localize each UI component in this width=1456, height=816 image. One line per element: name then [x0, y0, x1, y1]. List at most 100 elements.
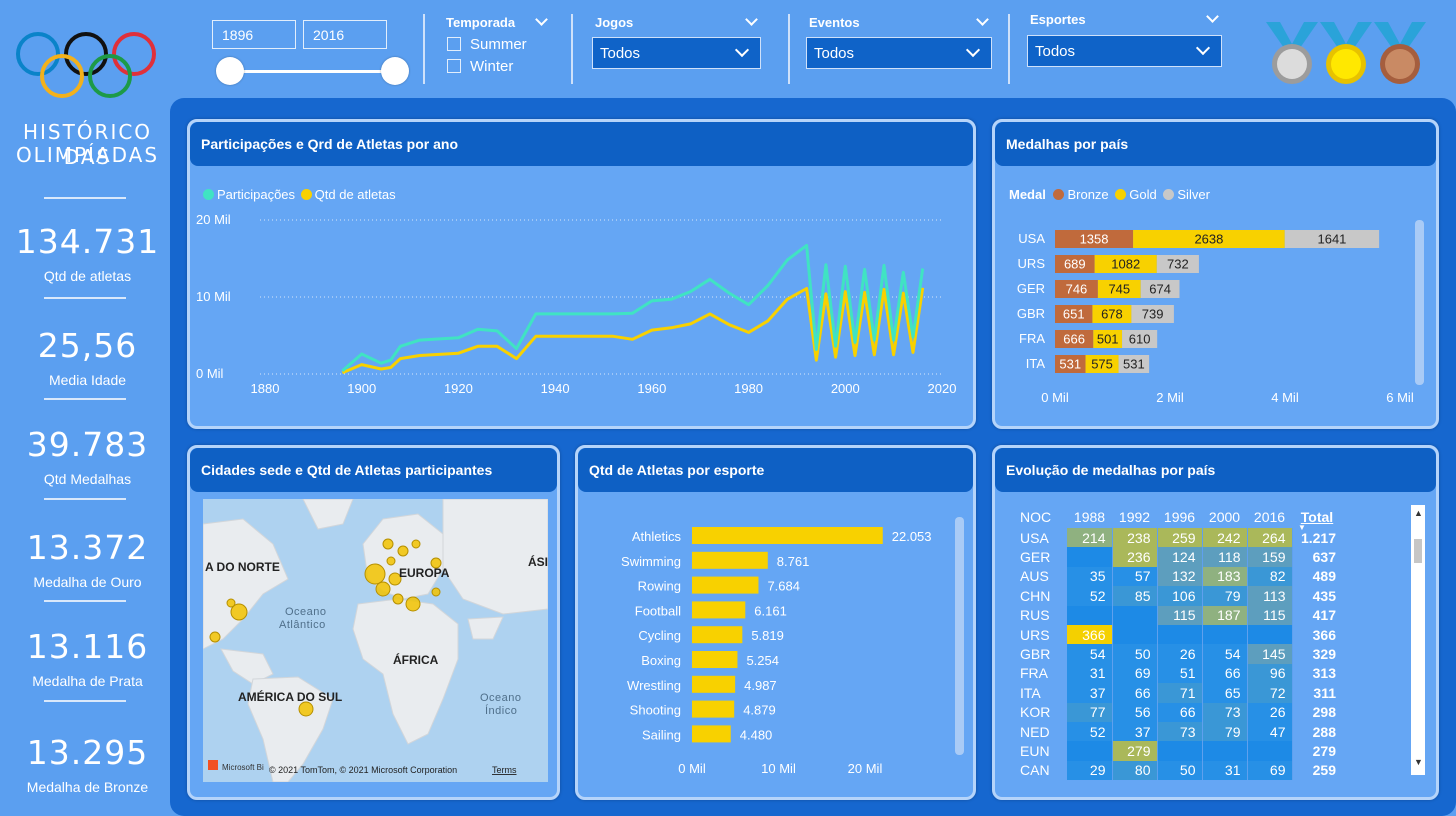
table-row[interactable]: AUS 35 57 132 183 82 489 [1015, 566, 1342, 587]
bar[interactable] [692, 675, 736, 693]
legend-item-participacoes[interactable]: Participações [203, 187, 295, 202]
city-bubble[interactable] [397, 545, 409, 557]
bar-bronze[interactable] [1055, 280, 1098, 298]
year-end-input[interactable]: 2016 [303, 20, 387, 49]
table-row[interactable]: GBR 54 50 26 54 145 329 [1015, 644, 1342, 664]
bar-bronze[interactable] [1055, 230, 1134, 248]
bar[interactable] [692, 725, 731, 743]
summer-checkbox-label[interactable]: Summer [470, 36, 527, 53]
chevron-down-icon[interactable] [535, 13, 548, 26]
bar[interactable] [692, 527, 883, 544]
eventos-dropdown[interactable]: Todos [806, 37, 992, 69]
bar[interactable] [692, 700, 735, 718]
medals-scrollbar[interactable] [1415, 220, 1424, 385]
year-slider-track[interactable] [228, 70, 396, 73]
table-row[interactable]: KOR 77 56 66 73 26 298 [1015, 702, 1342, 722]
col-header-2000[interactable]: 2000 [1208, 509, 1241, 525]
sports-scrollbar[interactable] [955, 517, 964, 755]
year-slider-start-handle[interactable] [216, 57, 244, 85]
year-start-input[interactable]: 1896 [212, 20, 296, 49]
table-row[interactable]: NED 52 37 73 79 47 288 [1015, 721, 1342, 742]
bar-gold[interactable] [1133, 230, 1285, 248]
table-row[interactable]: FRA 31 69 51 66 96 313 [1015, 663, 1342, 684]
esportes-dropdown[interactable]: Todos [1027, 35, 1222, 67]
bar-silver[interactable] [1131, 305, 1174, 323]
city-bubble[interactable] [375, 581, 391, 597]
col-header-1992[interactable]: 1992 [1118, 509, 1151, 525]
legend-item-gold[interactable]: Gold [1115, 187, 1157, 202]
city-bubble[interactable] [209, 631, 221, 643]
city-bubble[interactable] [226, 598, 236, 608]
city-bubble[interactable] [298, 701, 314, 717]
scroll-thumb[interactable] [1414, 539, 1422, 563]
year-slider-end-handle[interactable] [381, 57, 409, 85]
bar[interactable] [692, 651, 738, 668]
city-bubble[interactable] [386, 556, 396, 566]
bar-gold[interactable] [1094, 255, 1157, 273]
bar-bronze[interactable] [1055, 330, 1094, 348]
table-row[interactable]: ITA 37 66 71 65 72 311 [1015, 683, 1342, 703]
table-row[interactable]: GER 236 124 118 159 637 [1015, 547, 1342, 567]
bar-gold[interactable] [1092, 305, 1132, 323]
bar-silver[interactable] [1122, 330, 1158, 348]
bar-bronze[interactable] [1055, 255, 1095, 273]
chevron-down-icon[interactable] [976, 13, 989, 26]
bar[interactable] [692, 576, 759, 594]
winter-checkbox[interactable] [447, 59, 461, 73]
bar-silver[interactable] [1156, 255, 1199, 273]
category-label: Football [635, 603, 681, 618]
city-bubble[interactable] [388, 572, 402, 586]
bar-gold[interactable] [1097, 280, 1141, 298]
legend-item-atletas[interactable]: Qtd de atletas [300, 187, 396, 202]
col-header-total[interactable]: Total ▼ [1292, 506, 1342, 532]
legend-item-silver[interactable]: Silver [1163, 187, 1210, 202]
bar-silver[interactable] [1118, 355, 1150, 373]
col-header-1988[interactable]: 1988 [1073, 509, 1106, 525]
bar-bronze[interactable] [1055, 355, 1086, 373]
city-bubble[interactable] [230, 603, 248, 621]
sports-bar-chart[interactable]: Athletics 22.053 Swimming 8.761 Rowing 7.684 F… [578, 515, 958, 780]
series-line-atletas[interactable] [341, 287, 925, 375]
city-bubble[interactable] [431, 587, 441, 597]
table-row[interactable]: USA 214 238 259 242 264 1.217 [1015, 528, 1342, 548]
city-bubble[interactable] [430, 557, 442, 569]
table-row[interactable]: URS 366 366 [1015, 624, 1342, 645]
table-row[interactable]: EUN 279 279 [1015, 741, 1342, 761]
city-bubble[interactable] [405, 596, 421, 612]
bar-silver[interactable] [1140, 280, 1180, 298]
table-row[interactable]: CHN 52 85 106 79 113 435 [1015, 586, 1342, 606]
city-bubble[interactable] [392, 593, 404, 605]
north-america [203, 518, 289, 650]
scroll-up-icon[interactable]: ▲ [1414, 508, 1423, 518]
chevron-down-icon[interactable] [1206, 10, 1219, 23]
bar[interactable] [692, 626, 743, 644]
jogos-dropdown[interactable]: Todos [592, 37, 761, 69]
bar-gold[interactable] [1093, 330, 1123, 348]
summer-checkbox[interactable] [447, 37, 461, 51]
line-chart[interactable]: 20 Mil 10 Mil 0 Mil 1880 1900 1920 1940 1960 198… [190, 205, 970, 415]
host-cities-map[interactable]: A DO NORTE EUROPA ÁSI ÁFRICA AMÉRICA DO … [203, 499, 548, 782]
city-bubble[interactable] [382, 538, 394, 550]
chevron-down-icon[interactable] [745, 13, 758, 26]
series-line-participacoes[interactable] [341, 243, 925, 373]
bar-silver[interactable] [1284, 230, 1380, 248]
map-terms-link[interactable]: Terms [492, 765, 517, 775]
value-cell: 124 [1157, 547, 1203, 567]
col-header-noc[interactable]: NOC [1020, 509, 1052, 525]
evolution-scrollbar[interactable]: ▲ ▼ [1411, 505, 1425, 775]
legend-item-bronze[interactable]: Bronze [1053, 187, 1109, 202]
city-bubbles[interactable] [209, 538, 442, 717]
table-row[interactable]: CAN 29 80 50 31 69 259 [1015, 760, 1342, 781]
col-header-2016[interactable]: 2016 [1253, 509, 1286, 525]
city-bubble[interactable] [411, 539, 421, 549]
bar[interactable] [692, 551, 768, 569]
scroll-down-icon[interactable]: ▼ [1414, 757, 1423, 767]
bar-gold[interactable] [1085, 355, 1119, 373]
winter-checkbox-label[interactable]: Winter [470, 58, 514, 75]
city-bubble[interactable] [364, 563, 386, 585]
bar-bronze[interactable] [1055, 305, 1093, 323]
table-row[interactable]: RUS 115 187 115 417 [1015, 605, 1342, 625]
col-header-1996[interactable]: 1996 [1163, 509, 1196, 525]
medals-bar-chart[interactable]: USA 1358 2638 1641 URS 689 1082 732 GER 746 745 674… [995, 218, 1435, 410]
bar[interactable] [692, 601, 746, 619]
